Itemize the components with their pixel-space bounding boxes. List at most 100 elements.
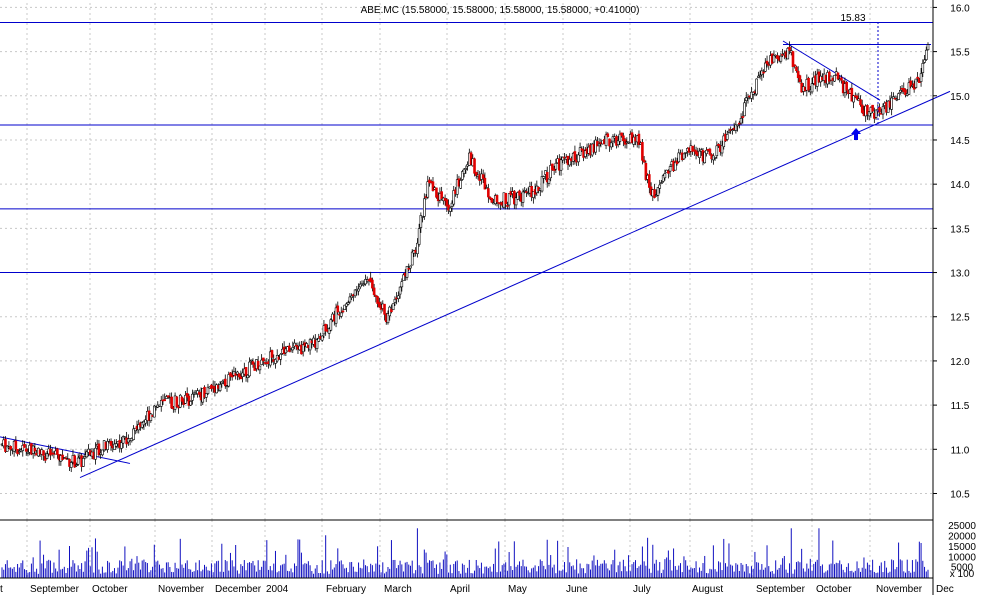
time-tick-label: October <box>92 584 128 595</box>
candle-body <box>708 148 712 155</box>
candle-body <box>75 464 78 467</box>
candle-body <box>94 447 97 460</box>
candle-body <box>416 242 419 255</box>
candle-body <box>301 344 305 353</box>
candle-body <box>859 99 862 106</box>
candle-body <box>596 141 599 147</box>
candle-body <box>204 393 208 398</box>
candle-body <box>113 443 116 450</box>
candle-body <box>5 445 9 452</box>
candle-body <box>346 302 350 305</box>
price-tick-label: 15.5 <box>950 48 970 59</box>
candle-body <box>405 265 409 278</box>
candle-body <box>691 145 694 152</box>
candle-body <box>371 279 374 289</box>
candle-body <box>608 138 611 147</box>
candle-body <box>166 395 170 398</box>
candle-body <box>251 361 255 365</box>
candle-body <box>923 59 926 63</box>
candle-body <box>417 228 421 245</box>
candle-body <box>165 396 168 399</box>
candle-body <box>459 180 462 189</box>
candle-body <box>684 152 687 154</box>
candle-body <box>4 438 7 452</box>
candle-body <box>220 381 224 384</box>
candle-body <box>329 319 333 331</box>
candle-body <box>423 198 426 217</box>
candle-body <box>258 365 262 371</box>
price-tick-label: 12.0 <box>950 357 970 368</box>
candle-body <box>397 295 400 299</box>
candle-body <box>419 215 423 228</box>
candle-body <box>421 216 424 218</box>
candle-body <box>435 187 438 198</box>
candle-body <box>393 299 397 303</box>
candle-body <box>293 342 296 347</box>
candle-body <box>256 360 260 370</box>
candle-body <box>871 104 874 112</box>
candle-body <box>495 195 499 203</box>
candle-body <box>641 142 644 161</box>
candle-body <box>577 154 580 163</box>
candle-body <box>407 267 411 270</box>
candle-body <box>845 81 848 91</box>
candle-body <box>175 396 179 407</box>
candle-body <box>549 165 552 179</box>
candle-body <box>106 440 109 450</box>
price-tick-label: 11.0 <box>951 445 970 456</box>
candle-body <box>698 150 701 158</box>
candle-body <box>765 60 769 65</box>
time-tick-label: November <box>876 584 923 595</box>
candle-body <box>609 142 613 148</box>
candle-body <box>336 305 340 313</box>
candle-body <box>764 62 767 72</box>
candle-body <box>133 427 137 432</box>
candle-body <box>262 357 265 362</box>
breakout-arrow-icon <box>851 128 861 140</box>
candle-body <box>374 295 378 298</box>
horizontal-levels <box>0 21 933 274</box>
candle-body <box>725 134 729 140</box>
candle-body <box>743 102 746 117</box>
candle-body <box>561 156 565 161</box>
candle-body <box>746 96 750 99</box>
candle-body <box>878 107 881 113</box>
time-tick-label: August <box>692 584 723 595</box>
time-tick-label: Dec <box>936 584 954 595</box>
candle-body <box>855 95 859 100</box>
candle-body <box>705 149 708 154</box>
candle-body <box>518 190 521 196</box>
volume-tick-label: 20000 <box>948 532 976 543</box>
candle-body <box>350 295 353 298</box>
candle-body <box>372 287 376 296</box>
candle-body <box>909 80 912 87</box>
price-tick-labels: 16.0 15.5 15.0 14.5 14.0 13.5 13.0 12.5 12.0 11.5… <box>933 3 970 500</box>
candle-body <box>755 78 758 95</box>
candle-body <box>506 205 509 207</box>
time-tick-label: 2004 <box>266 584 289 595</box>
time-tick-label: November <box>158 584 205 595</box>
candle-body <box>239 375 243 380</box>
candle-body <box>461 171 464 180</box>
candle-body <box>187 395 191 406</box>
candle-body <box>661 175 665 182</box>
price-tick-label: 12.5 <box>950 313 970 324</box>
candle-body <box>660 182 663 184</box>
time-tick-label: April <box>450 584 470 595</box>
price-tick-label: 15.0 <box>950 92 970 103</box>
candle-body <box>914 78 918 88</box>
candle-body <box>713 156 717 159</box>
candle-body <box>892 96 895 99</box>
candle-body <box>474 172 478 176</box>
candle-body <box>481 174 485 179</box>
candle-body <box>45 453 49 459</box>
candle-body <box>260 359 263 365</box>
candle-body <box>810 83 814 93</box>
candle-body <box>218 384 222 391</box>
candle-body <box>682 153 686 160</box>
candle-body <box>402 274 405 281</box>
candle-body <box>739 118 743 124</box>
candle-body <box>926 44 930 51</box>
